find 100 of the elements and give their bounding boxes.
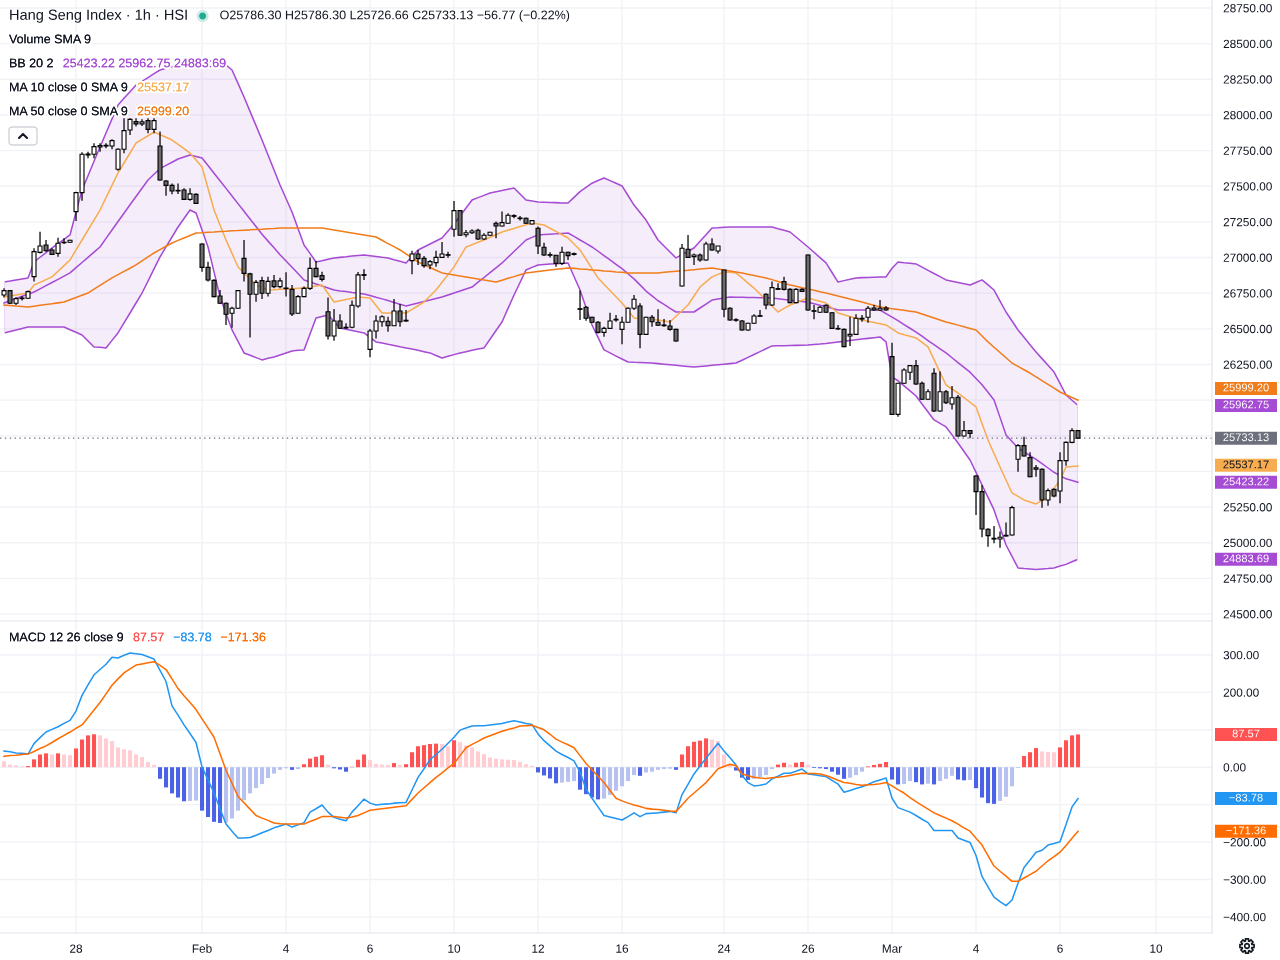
bar (187, 767, 193, 801)
bar (973, 767, 979, 789)
y-tick-label: 24750.00 (1223, 574, 1272, 583)
bar (217, 767, 223, 823)
bar (985, 767, 991, 804)
bar (703, 738, 709, 768)
bar (691, 741, 697, 768)
bar (883, 761, 889, 768)
bar (829, 767, 835, 772)
x-tick-label: 6 (367, 944, 373, 953)
bar (991, 767, 997, 804)
y-tick-label: 27000.00 (1223, 253, 1272, 262)
bar (139, 757, 145, 768)
bar (565, 767, 571, 782)
bar (241, 767, 247, 801)
bar (85, 735, 91, 768)
y-tick-label: 28500.00 (1223, 39, 1272, 49)
text: 87.57 (1232, 729, 1260, 738)
x-tick-label: 24 (718, 944, 731, 953)
bar (913, 767, 919, 783)
bar (43, 753, 49, 768)
bar (163, 767, 169, 788)
bar (157, 767, 163, 779)
bar (541, 767, 547, 776)
bar (643, 767, 649, 773)
bar (181, 767, 187, 802)
bar (625, 767, 631, 782)
x-tick-label: 4 (283, 944, 289, 953)
bar (403, 764, 409, 768)
bar (97, 735, 103, 768)
bar (229, 767, 235, 819)
bar (493, 758, 499, 768)
y-tick-label: 300.00 (1223, 650, 1259, 660)
bar (247, 767, 253, 794)
bar (277, 767, 283, 770)
x-tick-label: 26 (802, 944, 815, 953)
y-tick-label: −300.00 (1223, 875, 1266, 884)
bar (919, 767, 925, 785)
bar (67, 755, 73, 768)
bar (847, 767, 853, 778)
bar (37, 754, 43, 768)
bar (259, 767, 265, 785)
candlestick (283, 271, 289, 298)
bar (757, 767, 763, 777)
y-tick-label: −400.00 (1223, 912, 1266, 922)
y-tick-label: 27500.00 (1223, 182, 1272, 191)
bar (631, 767, 637, 776)
bar (421, 745, 427, 768)
bar (235, 767, 241, 811)
y-tick-label: 28250.00 (1223, 75, 1272, 84)
bar (343, 767, 349, 772)
bar (907, 767, 913, 782)
bar (1009, 767, 1015, 787)
y-tick-label: 27750.00 (1223, 146, 1272, 155)
line-series (3, 227, 1079, 401)
bar (55, 753, 61, 768)
bar (997, 767, 1003, 801)
bar (619, 767, 625, 787)
bar (91, 734, 97, 768)
bar (391, 763, 397, 768)
bar (895, 767, 901, 785)
bar (223, 767, 229, 823)
bar (487, 757, 493, 768)
bar (361, 754, 367, 768)
x-tick-label: 10 (448, 944, 461, 953)
y-tick-label: −200.00 (1223, 838, 1266, 847)
bar (553, 767, 559, 784)
x-tick-label: 6 (1057, 944, 1063, 953)
bar (199, 767, 205, 811)
x-tick-label: 28 (70, 944, 83, 953)
y-tick-label: 200.00 (1223, 688, 1259, 697)
bar (1051, 752, 1057, 768)
candlestick (535, 225, 541, 255)
bar (505, 759, 511, 768)
bar (937, 767, 943, 782)
bar (613, 767, 619, 791)
annotation: 25537.17 (137, 82, 189, 92)
text: −83.78 (1229, 793, 1263, 802)
bar (307, 758, 313, 768)
bar (115, 747, 121, 768)
y-tick-label: 26750.00 (1223, 289, 1272, 298)
annotation: −83.78 (173, 632, 212, 642)
bar (1069, 735, 1075, 768)
bar (925, 767, 931, 784)
x-tick-label: 10 (1150, 944, 1163, 953)
y-tick-label: 27250.00 (1223, 217, 1272, 227)
annotation: 87.57 (133, 632, 164, 642)
y-tick-label: 24500.00 (1223, 610, 1272, 619)
bar (511, 760, 517, 768)
bar (499, 759, 505, 768)
y-tick-label: 0.00 (1223, 763, 1246, 772)
y-tick-label: 28750.00 (1223, 4, 1272, 13)
bar (595, 767, 601, 800)
bar (547, 767, 553, 779)
bar (763, 767, 769, 776)
bar (109, 741, 115, 768)
bar (673, 767, 679, 770)
bar (121, 749, 127, 768)
bar (559, 767, 565, 783)
bar (685, 746, 691, 768)
